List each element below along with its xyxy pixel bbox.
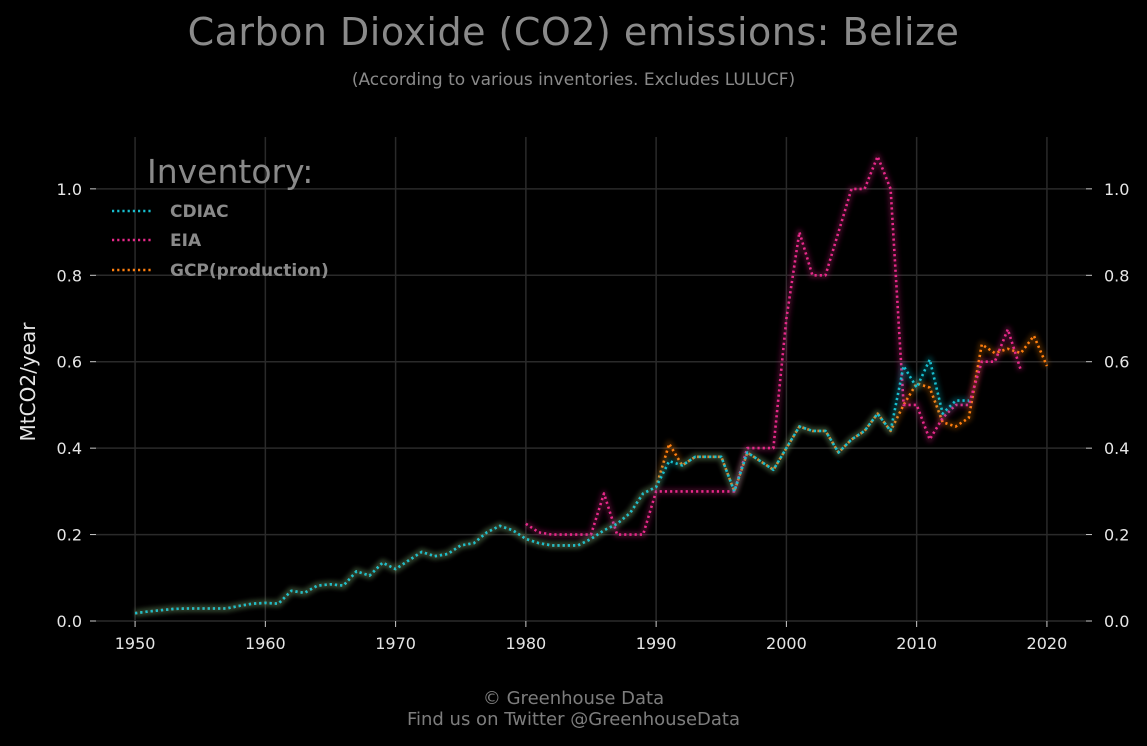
series-line-cdiac [134,358,969,615]
series-lines [134,152,1051,617]
y-tick-label: 1.0 [57,180,82,199]
y-tick-label-right: 0.8 [1104,266,1129,285]
legend-label: CDIAC [170,202,229,222]
legend-label: EIA [170,231,202,251]
series-glow-cdiac [134,356,969,617]
legend-title: Inventory: [147,152,313,191]
legend: Inventory: CDIAC EIA GCP(production) [112,152,329,281]
y-tick-label-right: 0.2 [1104,526,1129,545]
y-tick-label-right: 0.4 [1104,439,1129,458]
footer-copyright: © Greenhouse Data [482,688,665,709]
y-tick-label: 0.2 [57,526,82,545]
series-line-eia [525,155,1023,536]
x-tick-label: 1960 [245,634,286,653]
grid [96,137,1086,622]
y-axis-label: MtCO2/year [16,322,40,442]
axes: 1950 1960 1970 1980 1990 2000 2010 2020 0.0 0.0 0.… [57,180,1130,653]
chart-title: Carbon Dioxide (CO2) emissions: Belize [187,10,960,54]
footer-twitter: Find us on Twitter @GreenhouseData [406,709,741,730]
y-tick-label: 0.8 [57,266,82,285]
x-tick-label: 1990 [636,634,677,653]
x-tick-label: 2010 [896,634,937,653]
y-tick-label: 0.0 [57,612,82,631]
series-glow-eia [523,152,1025,539]
legend-label: GCP(production) [170,261,329,281]
chart-subtitle: (According to various inventories. Exclu… [351,70,796,90]
x-tick-label: 2000 [766,634,807,653]
x-tick-label: 2020 [1027,634,1068,653]
x-tick-label: 1980 [506,634,547,653]
y-tick-label-right: 0.6 [1104,353,1129,372]
y-tick-label: 0.6 [57,353,82,372]
y-tick-label: 0.4 [57,439,82,458]
x-tick-label: 1970 [375,634,416,653]
x-tick-label: 1950 [115,634,156,653]
y-tick-label-right: 0.0 [1104,612,1129,631]
y-tick-label-right: 1.0 [1104,180,1129,199]
